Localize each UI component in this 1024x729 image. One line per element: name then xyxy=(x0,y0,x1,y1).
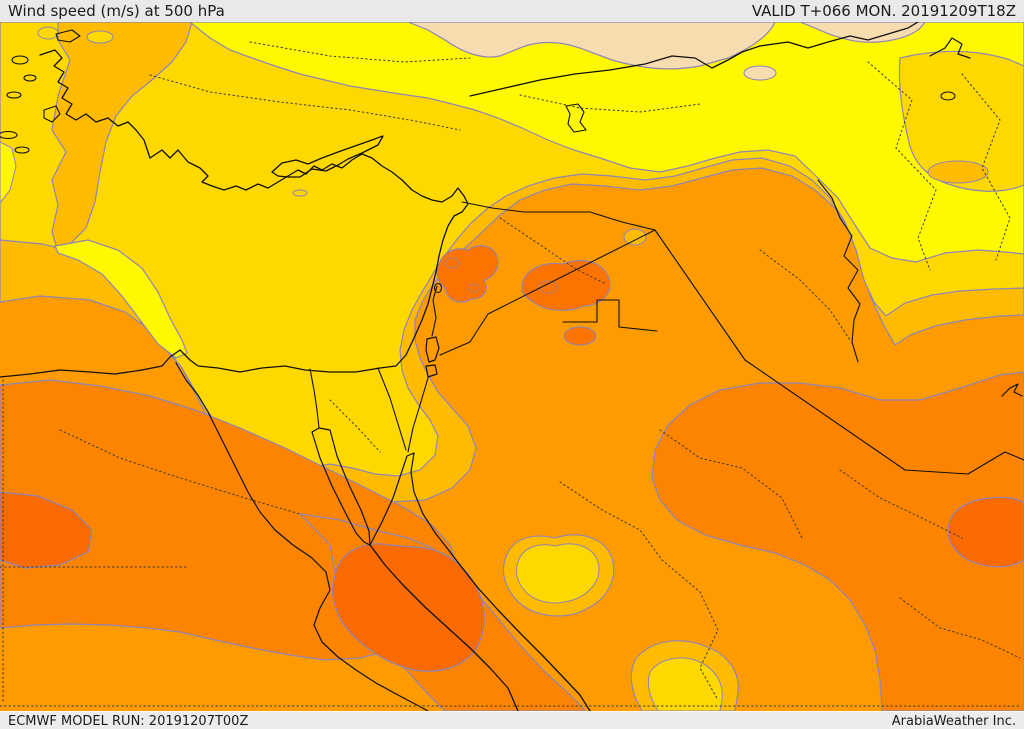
sea-of-galilee xyxy=(433,282,443,294)
border-iraq-iran xyxy=(817,179,861,363)
contour-ring-1 xyxy=(444,257,460,269)
fill-yellow-tongue-left xyxy=(54,239,188,359)
footer-bar: ECMWF MODEL RUN: 20191207T00Z ArabiaWeat… xyxy=(0,711,1024,729)
island-2 xyxy=(23,74,37,82)
coastline-blacksea xyxy=(469,22,919,97)
fill-gold-patch-2 xyxy=(86,30,114,44)
fill-amber-lens-hiccup xyxy=(623,228,647,246)
fill-cream-oval xyxy=(743,65,777,81)
island-rhodes xyxy=(43,105,61,123)
contour-ring-3 xyxy=(538,280,558,294)
coastline-cyprus xyxy=(271,135,384,178)
fill-yellow-band xyxy=(189,22,1024,263)
dotted-border-egypt-interior xyxy=(59,429,301,515)
contour-ring-2 xyxy=(468,283,480,293)
gulf-of-aqaba xyxy=(369,452,448,549)
suez-canal xyxy=(309,368,320,429)
lake-tuz-icon xyxy=(565,103,587,133)
border-jordan-saudi xyxy=(439,229,656,356)
redsea-east-coast xyxy=(446,547,591,711)
fill-cream-top-right xyxy=(799,22,926,43)
fill-deeporange-jordan-east xyxy=(521,260,611,311)
fill-gold-patch-1 xyxy=(37,26,59,40)
border-israel-jordan xyxy=(407,377,429,453)
coastline-caucasus xyxy=(929,37,971,59)
credit-label: ArabiaWeather Inc. xyxy=(891,713,1016,729)
border-turkey-syria xyxy=(461,201,656,231)
fill-deeporange-syria-west xyxy=(436,245,499,303)
sea-of-marmara xyxy=(55,29,81,43)
header-bar: Wind speed (m/s) at 500 hPa VALID T+066 … xyxy=(0,0,1024,22)
jordan-river xyxy=(431,285,438,337)
border-egypt-israel xyxy=(377,367,407,451)
island-3 xyxy=(6,91,22,99)
dotted-borders xyxy=(0,41,1021,707)
border-hiccup-zigzag xyxy=(562,299,658,332)
fill-gold-pocket-saudi-1 xyxy=(515,543,600,604)
fill-deeporange-small-blob xyxy=(563,326,597,346)
dotted-border-saudi-2 xyxy=(559,481,719,701)
dotted-border-saudi-4 xyxy=(899,597,1021,659)
model-run-label: ECMWF MODEL RUN: 20191207T00Z xyxy=(8,713,249,729)
coastline-aegean xyxy=(39,49,151,159)
dotted-border-turkey-1 xyxy=(249,41,471,63)
fill-redorange-east-core xyxy=(947,496,1024,568)
fill-yellow-strip-left xyxy=(0,141,17,204)
fill-amber-pocket-topleft xyxy=(51,22,193,253)
page-title: Wind speed (m/s) at 500 hPa xyxy=(8,2,225,20)
fill-amber-lens-topright xyxy=(927,160,989,184)
dotted-border-sinai xyxy=(329,399,381,453)
redsea-west-coast xyxy=(369,544,519,711)
gulf-of-suez xyxy=(311,427,371,546)
border-iraq-saudi xyxy=(654,229,1024,475)
dotted-border-saudi-3 xyxy=(839,469,963,539)
coastline-kuwait xyxy=(1001,383,1023,397)
dead-sea xyxy=(425,336,440,378)
dotted-border-turkey-2 xyxy=(149,74,461,131)
river-nile xyxy=(175,362,429,711)
lake-urmia-icon xyxy=(940,91,956,101)
contour-ring-4 xyxy=(292,189,308,197)
dotted-border-saudi-1 xyxy=(659,429,803,539)
dotted-border-turkey-3 xyxy=(519,94,701,113)
island-4 xyxy=(0,130,18,140)
weather-map xyxy=(0,22,1024,711)
valid-time-label: VALID T+066 MON. 20191209T18Z xyxy=(751,2,1016,20)
fill-darkorange-east xyxy=(651,371,1024,711)
coastline-mediterranean xyxy=(0,149,469,378)
fill-gold-blob-topright xyxy=(898,50,1024,192)
island-5 xyxy=(14,146,30,154)
island-1 xyxy=(11,55,29,65)
fill-gold-pocket-saudi-2 xyxy=(647,657,723,711)
fill-redorange-west-core xyxy=(0,491,93,569)
